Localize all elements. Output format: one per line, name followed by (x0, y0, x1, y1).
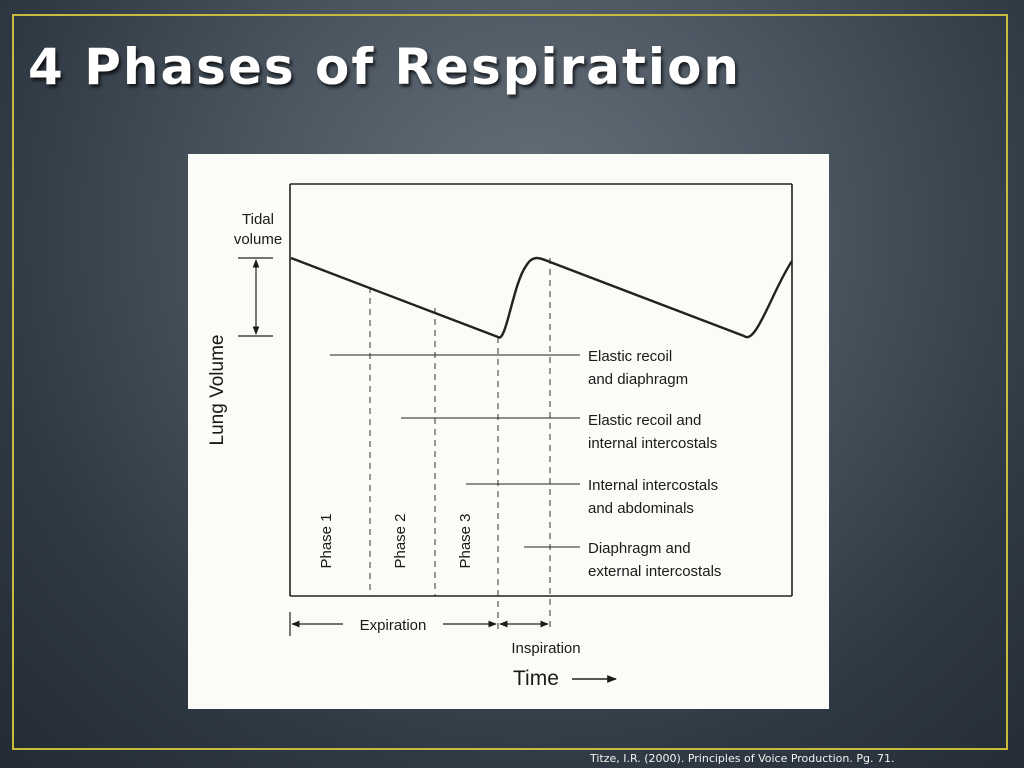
citation: Titze, I.R. (2000). Principles of Voice … (590, 752, 895, 765)
muscle-label-3-line1: Internal intercostals (588, 477, 718, 494)
muscle-label-2-line2: internal intercostals (588, 435, 717, 452)
phase-label-3: Phase 3 (457, 513, 474, 568)
respiration-diagram-svg: Tidal volume Lung Volume Elastic recoil … (207, 183, 793, 690)
tidal-volume-label-line1: Tidal (242, 211, 274, 228)
muscle-label-4-line1: Diaphragm and (588, 540, 691, 557)
x-axis-label: Time (513, 667, 559, 690)
phase-label-1: Phase 1 (318, 513, 335, 568)
lung-volume-curve (290, 256, 793, 339)
slide-frame (12, 14, 1008, 750)
tidal-volume-label-line2: volume (234, 231, 282, 248)
phase-label-2: Phase 2 (392, 513, 409, 568)
y-axis-label: Lung Volume (207, 335, 228, 446)
muscle-label-1-line1: Elastic recoil (588, 348, 672, 365)
muscle-label-4-line2: external intercostals (588, 563, 721, 580)
inspiration-label: Inspiration (511, 640, 580, 657)
respiration-diagram: Tidal volume Lung Volume Elastic recoil … (188, 154, 829, 709)
expiration-label: Expiration (360, 617, 427, 634)
muscle-label-1-line2: and diaphragm (588, 371, 688, 388)
slide-title: 4 Phases of Respiration (28, 38, 742, 96)
muscle-label-2-line1: Elastic recoil and (588, 412, 701, 429)
muscle-label-3-line2: and abdominals (588, 500, 694, 517)
